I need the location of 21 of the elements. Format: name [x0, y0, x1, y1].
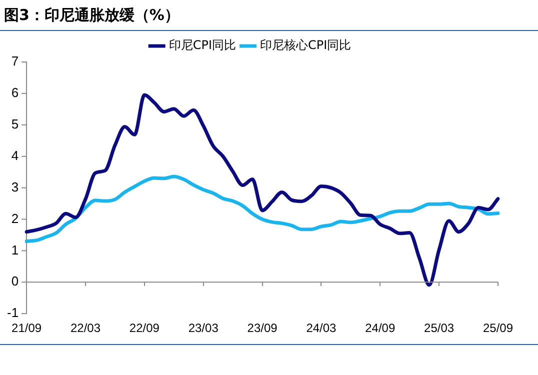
x-tick-label: 22/09 [129, 321, 160, 336]
legend-label: 印尼核心CPI同比 [260, 38, 352, 52]
x-tick-label: 24/03 [306, 321, 337, 336]
y-tick-label: 0 [11, 274, 19, 289]
x-tick-label: 22/03 [70, 321, 101, 336]
y-tick-label: -1 [6, 305, 19, 320]
x-tick-label: 21/09 [12, 321, 42, 336]
y-tick-label: 6 [11, 85, 19, 100]
y-tick-label: 3 [11, 179, 19, 194]
y-tick-label: 1 [11, 242, 19, 258]
x-tick-label: 25/09 [482, 321, 514, 336]
x-tick-label: 23/03 [188, 321, 219, 336]
legend-label: 印尼CPI同比 [168, 38, 236, 52]
y-tick-label: 4 [11, 148, 19, 163]
y-tick-label: 7 [11, 54, 19, 69]
x-tick-label: 23/09 [247, 321, 278, 336]
x-tick-label: 25/03 [424, 321, 454, 336]
y-tick-label: 5 [11, 116, 19, 132]
chart-title: 图3：印尼通胀放缓（%） [4, 6, 180, 25]
y-tick-label: 2 [11, 210, 19, 226]
x-tick-label: 24/09 [365, 321, 396, 336]
